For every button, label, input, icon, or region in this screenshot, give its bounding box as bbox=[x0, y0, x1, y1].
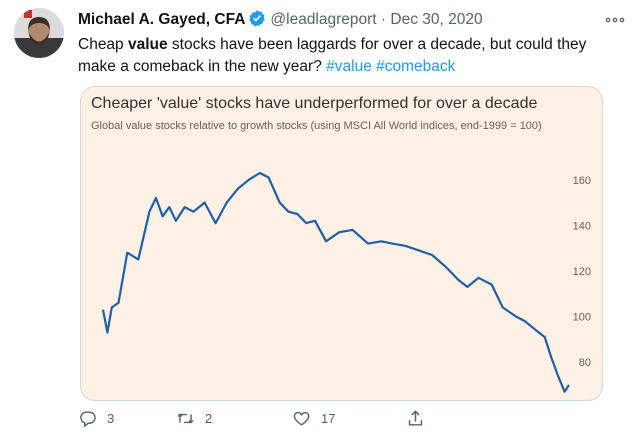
tweet-actions: 3 2 17 bbox=[78, 404, 558, 432]
y-tick-label: 100 bbox=[573, 312, 591, 324]
share-button[interactable] bbox=[406, 404, 435, 432]
tweet-text-start: Cheap bbox=[78, 36, 128, 53]
y-tick-label: 120 bbox=[573, 266, 591, 278]
like-count: 17 bbox=[321, 410, 336, 426]
tweet-header: Michael A. Gayed, CFA @leadlagreport · De… bbox=[78, 8, 626, 32]
reply-count: 3 bbox=[107, 410, 115, 426]
author-handle[interactable]: @leadlagreport bbox=[270, 11, 377, 28]
like-button[interactable]: 17 bbox=[292, 404, 335, 432]
tweet-text-bold: value bbox=[127, 36, 168, 53]
tweet-text-rest: stocks have been laggards for over a dec… bbox=[78, 36, 587, 75]
retweet-button[interactable]: 2 bbox=[176, 404, 212, 432]
hashtag-value[interactable]: #value bbox=[326, 58, 372, 75]
retweet-icon bbox=[177, 413, 194, 423]
chart-title: Cheaper 'value' stocks have underperform… bbox=[91, 95, 538, 112]
line-chart: 160 140 120 100 80 bbox=[101, 171, 591, 393]
y-tick-label: 160 bbox=[573, 175, 591, 187]
verified-badge-icon bbox=[248, 9, 266, 27]
y-tick-label: 140 bbox=[573, 220, 591, 232]
more-horizontal-icon[interactable] bbox=[604, 8, 626, 32]
tweet-text: Cheap value stocks have been laggards fo… bbox=[78, 34, 628, 78]
chart-subtitle: Global value stocks relative to growth s… bbox=[91, 120, 542, 132]
series-line bbox=[101, 171, 570, 393]
tweet-date[interactable]: Dec 30, 2020 bbox=[390, 11, 483, 28]
hashtag-comeback[interactable]: #comeback bbox=[376, 58, 456, 75]
share-icon bbox=[408, 409, 423, 426]
retweet-count: 2 bbox=[205, 410, 213, 426]
header-separator: · bbox=[380, 11, 387, 28]
heart-icon bbox=[293, 411, 310, 426]
author-name[interactable]: Michael A. Gayed, CFA bbox=[78, 11, 246, 28]
avatar-image bbox=[14, 8, 64, 58]
y-tick-label: 80 bbox=[579, 357, 591, 369]
chart-image-card[interactable]: Cheaper 'value' stocks have underperform… bbox=[80, 86, 603, 401]
reply-button[interactable]: 3 bbox=[78, 404, 114, 432]
author-avatar[interactable] bbox=[14, 8, 64, 58]
reply-icon bbox=[80, 410, 96, 427]
